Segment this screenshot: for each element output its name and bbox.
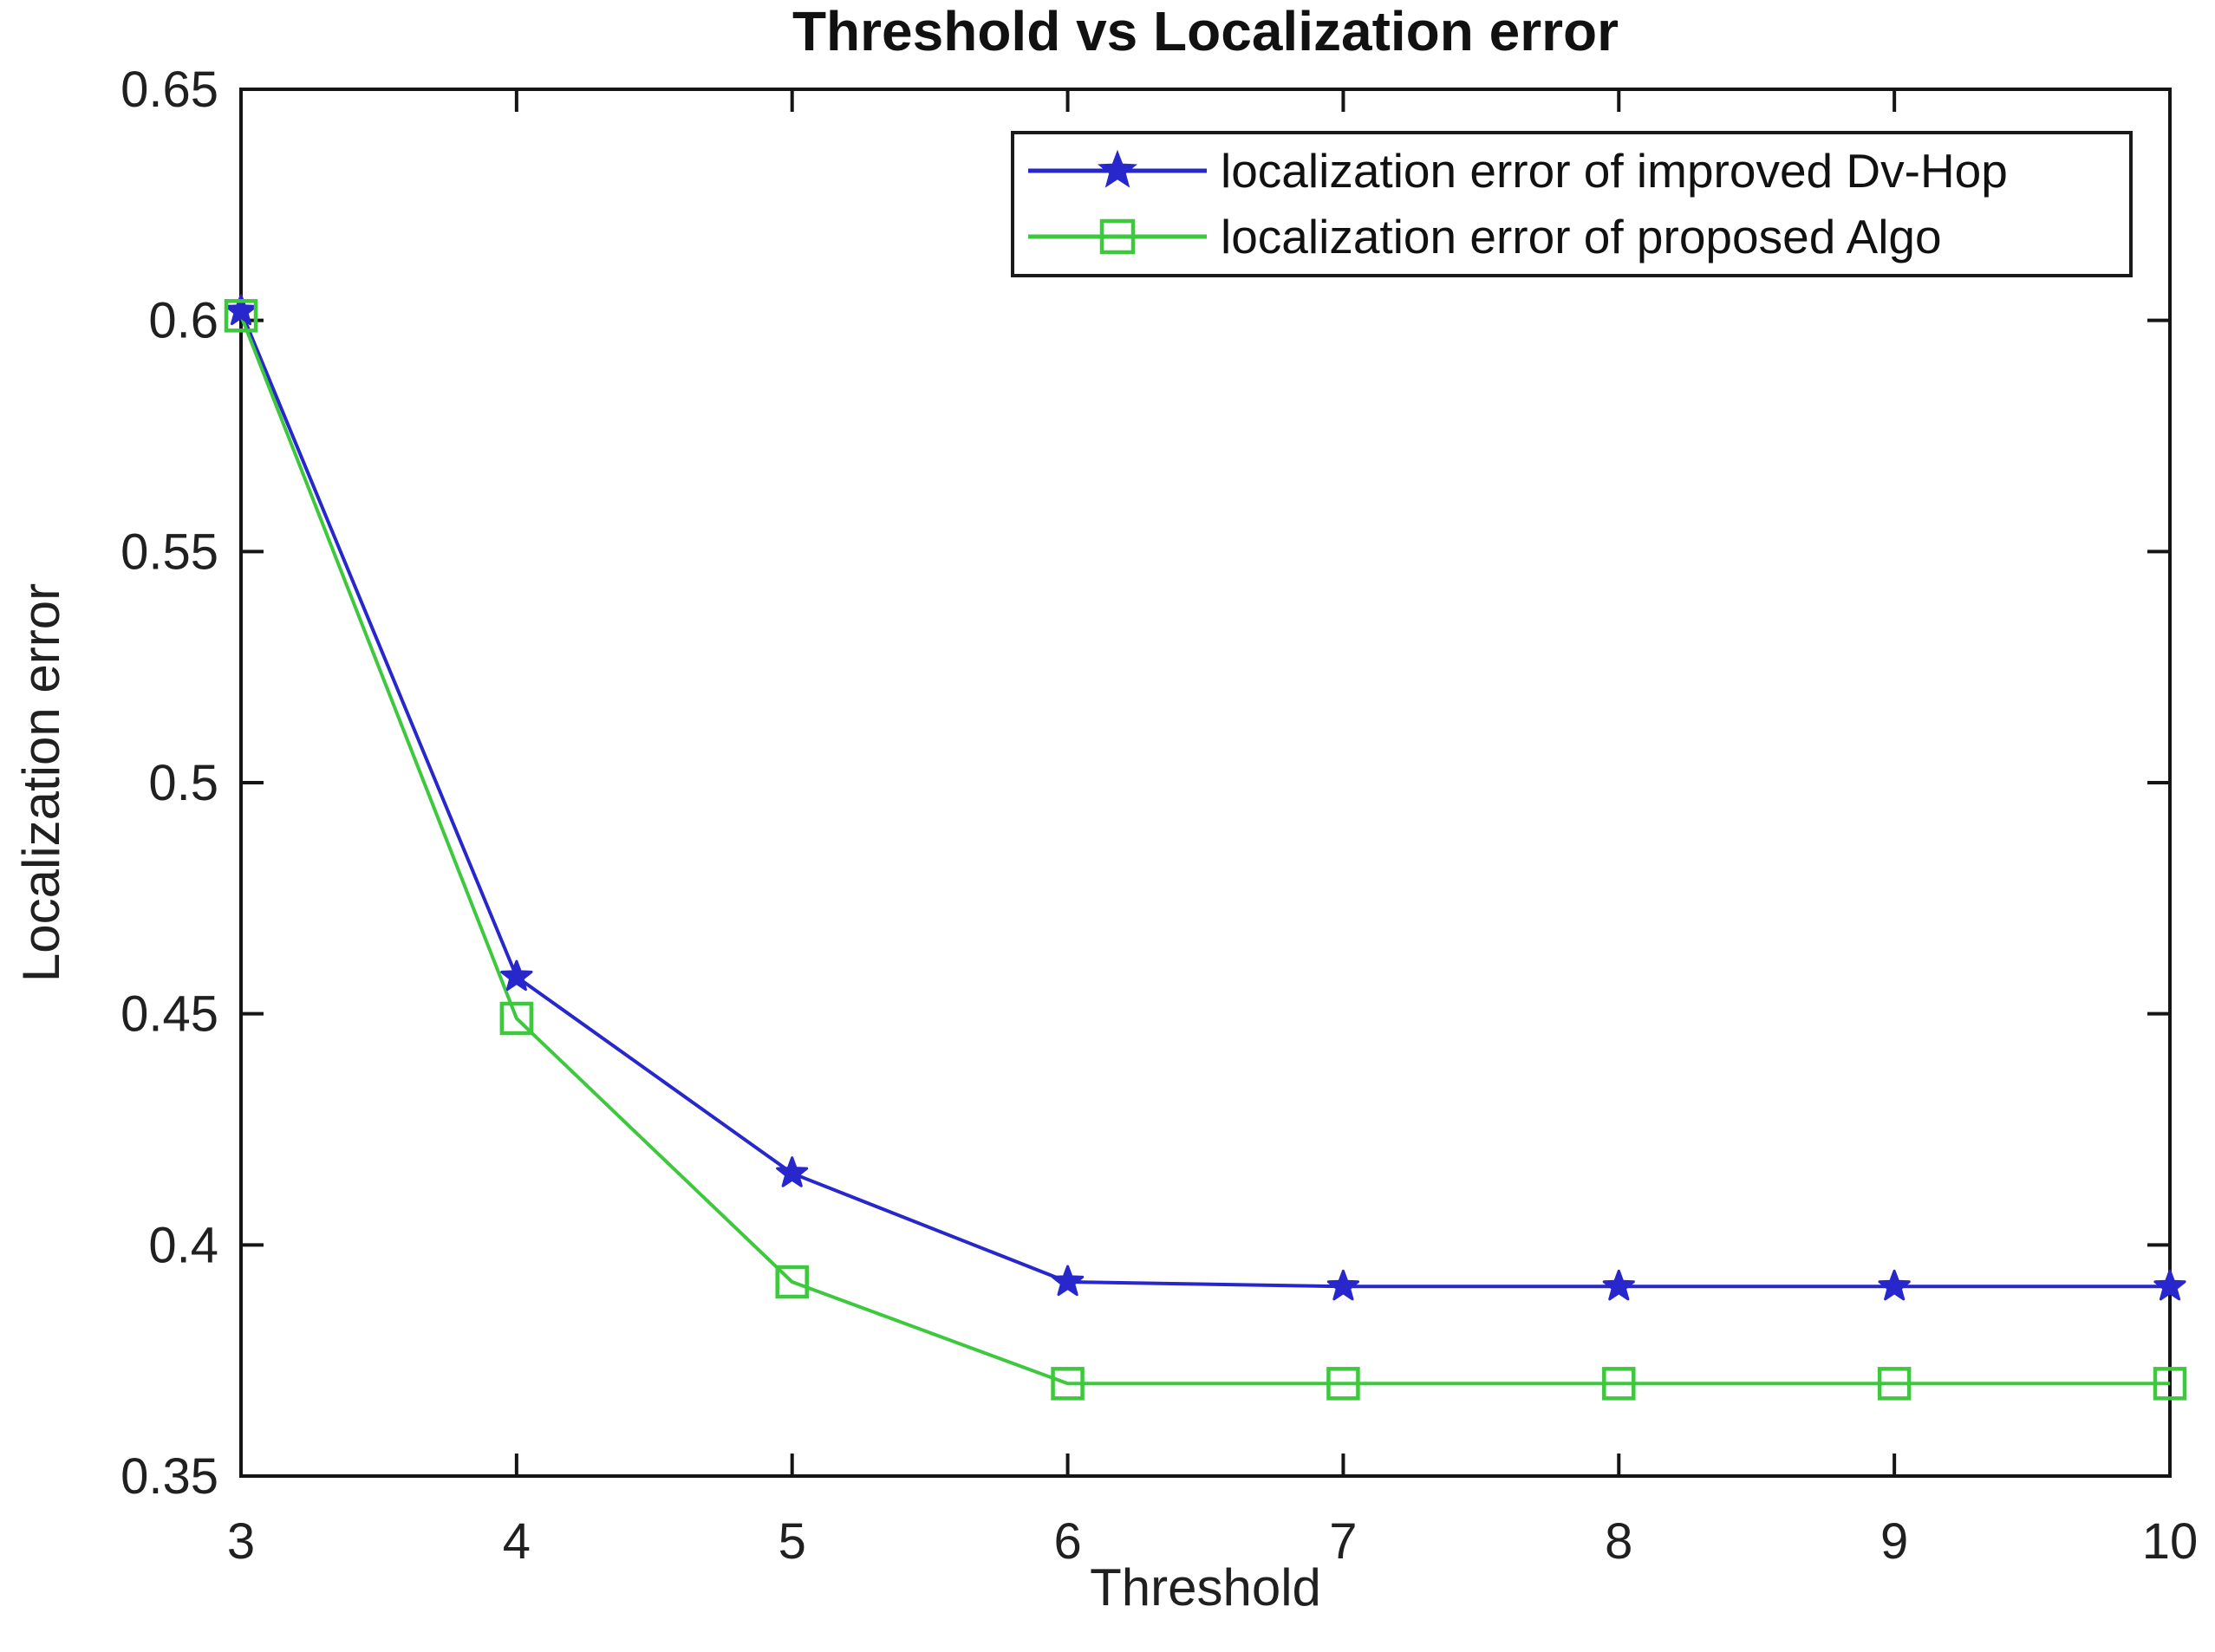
square-marker-proposed-algo: [775, 1265, 809, 1299]
x-axis-label: Threshold: [1090, 1558, 1321, 1616]
legend-square-marker: [1099, 218, 1136, 255]
legend-entry-label: localization error of proposed Algo: [1221, 210, 1942, 263]
y-tick-label: 0.4: [148, 1217, 218, 1273]
star-marker-improved-dv-hop: [776, 1156, 809, 1187]
star-marker-improved-dv-hop: [1326, 1269, 1359, 1301]
square-marker-proposed-algo: [1602, 1367, 1636, 1401]
square-marker-proposed-algo: [1051, 1367, 1085, 1401]
star-marker-improved-dv-hop: [1602, 1269, 1635, 1301]
series-line-proposed-algo: [239, 315, 2170, 1386]
x-tick-label: 3: [227, 1513, 255, 1570]
square-marker-proposed-algo: [2153, 1367, 2187, 1401]
plot-box: [239, 88, 2172, 1478]
legend-entry-label: localization error of improved Dv-Hop: [1221, 144, 2008, 198]
star-marker-improved-dv-hop: [1052, 1265, 1085, 1297]
y-tick-label: 0.35: [121, 1448, 218, 1505]
square-marker-proposed-algo: [1877, 1367, 1912, 1401]
y-tick-label: 0.65: [121, 62, 218, 118]
square-marker-proposed-algo: [1326, 1367, 1360, 1401]
series-line-improved-dv-hop: [239, 310, 2170, 1289]
star-marker-improved-dv-hop: [500, 959, 533, 992]
x-tick-label: 7: [1329, 1513, 1357, 1570]
star-marker-improved-dv-hop: [225, 294, 257, 326]
y-axis-label: Localization error: [12, 583, 70, 982]
y-tick-label: 0.55: [121, 524, 218, 580]
legend-star-marker: [1097, 149, 1138, 188]
chart-title: Threshold vs Localization error: [792, 0, 1619, 62]
x-tick-label: 8: [1605, 1513, 1632, 1570]
x-tick-label: 4: [503, 1513, 531, 1570]
y-tick-label: 0.6: [148, 293, 218, 349]
x-tick-label: 10: [2142, 1513, 2199, 1570]
star-marker-improved-dv-hop: [2153, 1269, 2186, 1301]
x-tick-label: 9: [1880, 1513, 1908, 1570]
legend-box: [1011, 131, 2133, 277]
square-marker-proposed-algo: [499, 1001, 534, 1036]
x-tick-label: 5: [779, 1513, 806, 1570]
square-marker-proposed-algo: [224, 299, 258, 333]
x-tick-label: 6: [1053, 1513, 1081, 1570]
star-marker-improved-dv-hop: [1878, 1269, 1911, 1301]
y-tick-label: 0.5: [148, 755, 218, 811]
y-tick-label: 0.45: [121, 986, 218, 1043]
